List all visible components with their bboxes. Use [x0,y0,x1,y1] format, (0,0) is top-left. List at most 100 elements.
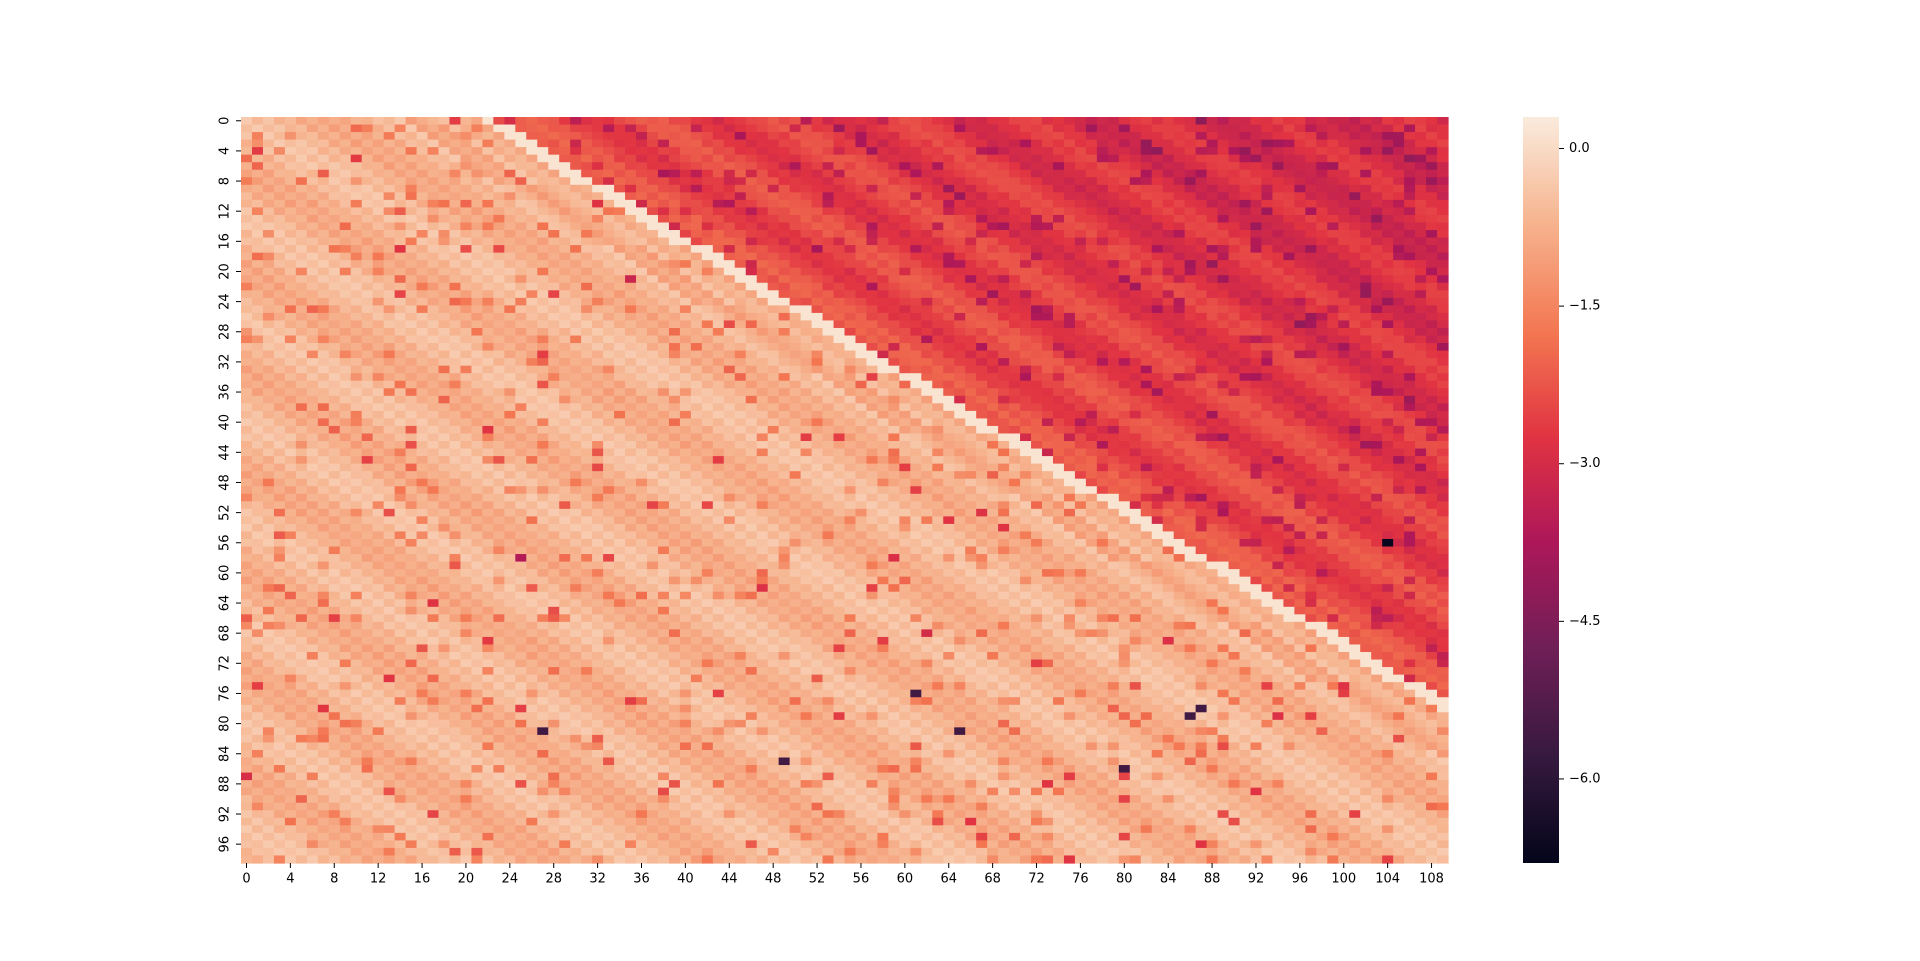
heatmap-cell [1206,350,1219,359]
heatmap-cell [614,425,626,435]
heatmap-cell [932,214,944,224]
heatmap-cell [306,305,319,314]
heatmap-cell [559,132,571,141]
heatmap-cell [1415,448,1427,457]
heatmap-cell [383,177,396,186]
heatmap-cell [910,425,922,435]
heatmap-cell [383,350,396,359]
heatmap-cell [767,154,780,163]
heatmap-cell [438,448,451,457]
heatmap-cell [394,162,407,171]
heatmap-cell [548,327,560,337]
heatmap-cell [471,162,483,171]
heatmap-cell [1107,335,1120,344]
heatmap-cell [636,380,648,389]
heatmap-cell [328,117,341,126]
heatmap-cell [800,395,813,404]
heatmap-cell [1217,260,1230,269]
heatmap-cell [800,373,813,382]
heatmap-cell [1096,290,1109,299]
heatmap-cell [1096,403,1109,412]
heatmap-cell [888,154,900,163]
heatmap-cell [800,222,813,231]
heatmap-cell [976,260,988,269]
heatmap-cell [1261,177,1274,186]
heatmap-cell [734,124,747,133]
heatmap-cell [625,290,637,299]
heatmap-cell [1052,192,1065,201]
heatmap-cell [1063,343,1076,352]
heatmap-cell [778,297,791,306]
heatmap-cell [690,237,703,246]
heatmap-cell [778,162,791,171]
heatmap-cell [1063,184,1076,193]
heatmap-cell [1009,169,1021,178]
heatmap-cell [361,425,374,435]
heatmap-cell [449,117,462,126]
heatmap-cell [515,139,527,148]
heatmap-cell [317,433,330,442]
heatmap-cell [317,410,330,420]
heatmap-cell [954,162,966,171]
heatmap-cell [284,162,297,171]
heatmap-cell [712,252,725,261]
heatmap-cell [592,139,604,148]
heatmap-cell [570,297,582,306]
heatmap-cell [943,230,955,239]
heatmap-cell [877,245,889,254]
heatmap-cell [515,320,527,329]
heatmap-cell [603,395,615,404]
heatmap-cell [548,214,560,224]
heatmap-cell [592,456,604,465]
heatmap-cell [1074,305,1087,314]
heatmap-cell [1349,162,1361,171]
heatmap-cell [581,320,593,329]
heatmap-cell [767,388,780,397]
heatmap-cell [877,260,889,269]
heatmap-cell [372,147,385,156]
heatmap-cell [954,237,966,246]
heatmap-cell [1338,395,1350,404]
heatmap-cell [987,252,999,261]
heatmap-cell [625,267,637,276]
heatmap-cell [1009,154,1021,163]
heatmap-cell [317,230,330,239]
heatmap-cell [625,282,637,291]
heatmap-cell [888,199,900,209]
heatmap-cell [811,358,824,367]
heatmap-cell [866,260,879,269]
heatmap-cell [778,433,791,442]
heatmap-cell [383,207,396,216]
heatmap-cell [811,154,824,163]
heatmap-cell [1349,147,1361,156]
heatmap-cell [789,350,802,359]
heatmap-cell [921,350,933,359]
heatmap-cell [1118,312,1131,322]
heatmap-cell [482,245,494,254]
heatmap-cell [1327,395,1339,404]
heatmap-cell [1162,260,1175,269]
heatmap-cell [844,312,857,322]
heatmap-cell [1250,441,1263,450]
heatmap-cell [1063,403,1076,412]
heatmap-cell [855,380,868,389]
heatmap-cell [800,177,813,186]
heatmap-cell [1118,410,1131,420]
heatmap-cell [855,320,868,329]
heatmap-cell [723,320,736,329]
heatmap-cell [317,327,330,337]
heatmap-cell [1404,425,1416,435]
heatmap-cell [1283,418,1295,427]
heatmap-cell [1250,139,1263,148]
heatmap-cell [899,305,911,314]
heatmap-cell [767,139,780,148]
heatmap-cell [1052,260,1065,269]
heatmap-cell [954,433,966,442]
heatmap-cell [515,199,527,209]
heatmap-cell [614,365,626,374]
heatmap-cell [1151,237,1164,246]
heatmap-cell [734,117,747,126]
heatmap-cell [1437,139,1449,148]
heatmap-cell [987,425,999,435]
heatmap-cell [1371,425,1383,435]
